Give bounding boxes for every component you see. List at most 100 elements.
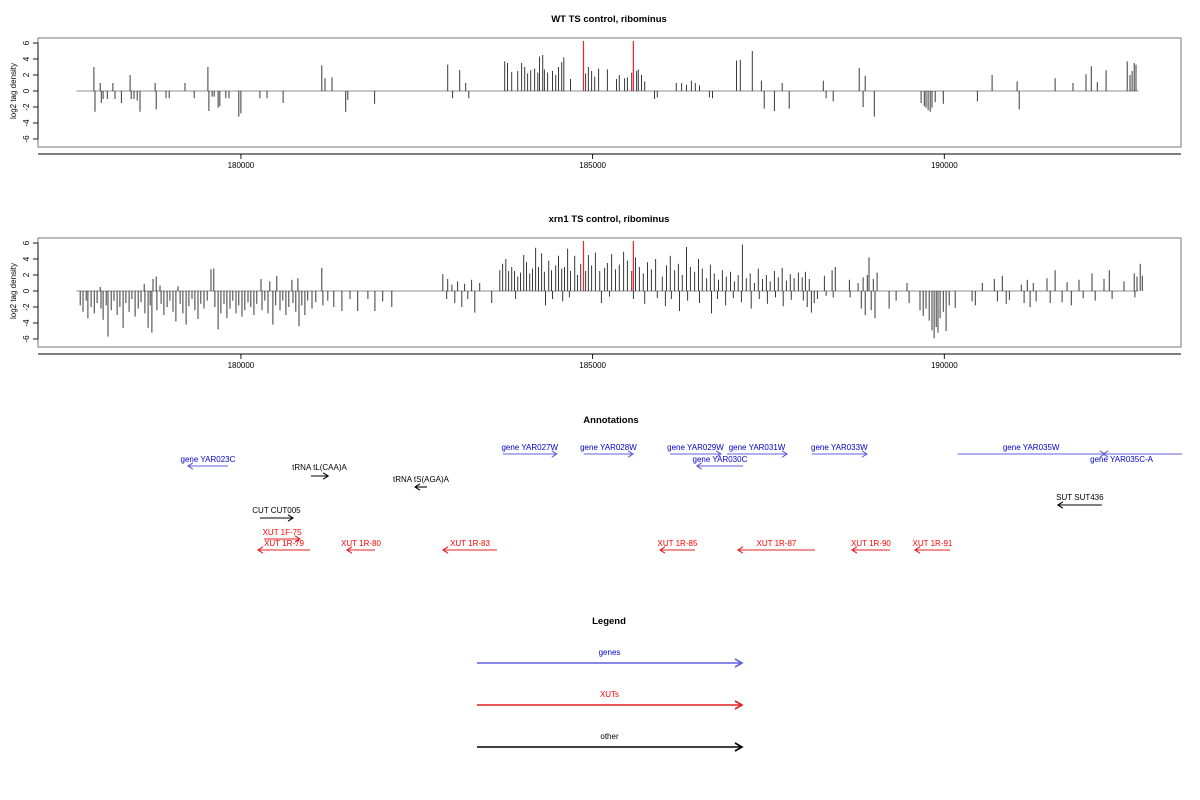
feature-label: gene YAR031W [729,443,786,452]
x-axis-tick-label: 185000 [579,361,606,370]
legend-item: genes [477,648,744,668]
x-axis-tick-label: 180000 [228,161,255,170]
annotation-feature: gene YAR031W [726,443,789,458]
annotations-title: Annotations [583,415,638,426]
legend-item: XUTs [477,690,744,710]
y-axis-tick-label: -6 [22,335,31,343]
legend-item-label: other [600,732,619,741]
arrowhead-right-icon [627,450,635,458]
arrowhead-left-icon [913,546,921,554]
density-track-xrn1: 180000 185000 190000 -6 -4 -2 0 2 4 6 [22,237,1182,370]
y-axis-tick-label: 6 [22,40,31,45]
feature-label: XUT 1R-85 [658,539,698,548]
feature-label: XUT 1R-80 [341,539,381,548]
annotation-feature: gene YAR023C [181,455,236,470]
y-axis-tick-label: 2 [22,72,31,77]
annotation-feature: CUT CUT005 [252,506,301,522]
feature-label: gene YAR030C [693,455,748,464]
annotation-feature: gene YAR028W [580,443,637,458]
legend-items: genes XUTs other [477,648,744,752]
annotation-feature: gene YAR029W [667,443,724,458]
arrowhead-left-icon [441,546,449,554]
feature-label: CUT CUT005 [252,506,301,515]
plot-box [37,37,1182,148]
feature-label: gene YAR033W [811,443,868,452]
arrowhead-left-icon [1056,501,1064,509]
feature-label: gene YAR023C [181,455,236,464]
plot2-title: xrn1 TS control, ribominus [549,214,670,225]
arrowhead-right-icon [322,472,330,480]
arrowhead-right-icon [781,450,789,458]
y-axis-tick-label: 4 [22,56,31,61]
y-axis-tick-label: -6 [22,135,31,143]
annotation-feature: tRNA tL(CAA)A [292,463,348,480]
feature-label: XUT 1R-87 [757,539,797,548]
annotation-feature: gene YAR033W [811,443,868,458]
arrowhead-left-icon [1102,450,1109,458]
legend-item: other [477,732,744,752]
annotation-feature: XUT 1R-87 [736,539,815,554]
y-axis-tick-label: -2 [22,303,31,311]
arrowhead-left-icon [695,462,703,470]
plot1-title: WT TS control, ribominus [551,14,667,25]
arrowhead-right-icon [734,742,744,752]
y-axis-tick-label: 0 [22,88,31,93]
feature-label: tRNA tS(AGA)A [393,475,450,484]
arrowhead-left-icon [345,546,353,554]
annotation-features: gene YAR023C gene YAR027W gene YAR028W gene… [181,443,1183,554]
legend-item-label: XUTs [600,690,619,699]
y-axis-tick-label: -4 [22,319,31,327]
feature-label: SUT SUT436 [1056,493,1104,502]
feature-label: gene YAR029W [667,443,724,452]
x-axis-tick-label: 180000 [228,361,255,370]
plot1-y-axis-label: log2 tag density [9,63,18,119]
feature-label: gene YAR028W [580,443,637,452]
feature-label: tRNA tL(CAA)A [292,463,347,472]
feature-label: XUT 1R-91 [913,539,953,548]
y-axis-tick-label: 2 [22,272,31,277]
feature-label: XUT 1R-79 [264,539,304,548]
annotation-feature: gene YAR027W [501,443,559,458]
annotation-feature: XUT 1R-79 [256,539,310,554]
annotation-feature: XUT 1R-90 [850,539,891,554]
plot2-y-axis-label: log2 tag density [9,263,18,319]
feature-label: gene YAR027W [501,443,558,452]
arrowhead-left-icon [736,546,744,554]
x-axis-tick-label: 190000 [931,161,958,170]
annotation-feature: XUT 1R-85 [658,539,698,554]
annotation-feature: tRNA tS(AGA)A [393,475,450,491]
arrowhead-right-icon [861,450,868,458]
annotation-feature: gene YAR030C [693,455,748,470]
annotation-feature: XUT 1R-91 [913,539,953,554]
density-track-wt: 180000 185000 190000 -6 -4 -2 0 2 4 6 [22,37,1182,170]
annotation-feature: XUT 1R-83 [441,539,498,554]
arrowhead-left-icon [256,546,264,554]
feature-label: gene YAR035W [1003,443,1060,452]
annotation-feature: SUT SUT436 [1056,493,1104,509]
feature-label: XUT 1R-90 [851,539,891,548]
arrowhead-left-icon [850,546,858,554]
y-axis-tick-label: 6 [22,240,31,245]
y-axis-tick-label: 0 [22,288,31,293]
arrowhead-right-icon [287,514,294,522]
legend-title: Legend [592,616,626,627]
annotation-feature: gene YAR035C-A [1090,450,1183,464]
annotation-feature: XUT 1R-80 [341,539,381,554]
arrowhead-right-icon [294,535,302,543]
feature-label: gene YAR035C-A [1090,455,1154,464]
arrowhead-right-icon [551,450,558,458]
x-axis-tick-label: 185000 [579,161,606,170]
y-axis-tick-label: 4 [22,256,31,261]
arrowhead-right-icon [734,700,744,710]
y-axis-tick-label: -2 [22,103,31,111]
arrowhead-left-icon [186,462,194,470]
annotation-feature: XUT 1F-75 [263,528,302,543]
annotation-feature: gene YAR035W [957,443,1106,458]
feature-label: XUT 1R-83 [450,539,490,548]
arrowhead-left-icon [413,483,421,491]
x-axis-tick-label: 190000 [931,361,958,370]
arrowhead-right-icon [715,450,723,458]
legend-item-label: genes [599,648,621,657]
